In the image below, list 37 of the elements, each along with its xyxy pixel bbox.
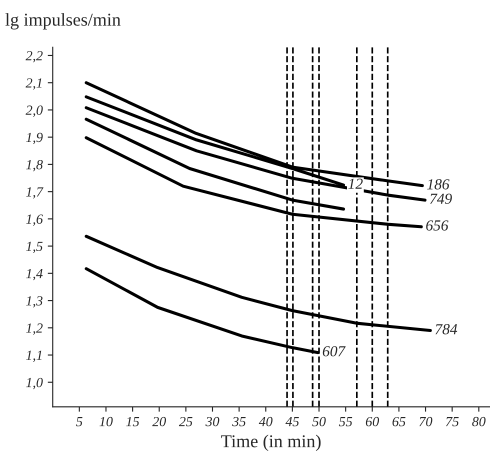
x-tick-label: 15	[126, 416, 140, 426]
y-tick-label: 2,2	[26, 51, 43, 62]
series-label: 607	[322, 346, 346, 356]
y-tick-label: 1,5	[26, 242, 43, 254]
series-label: 656	[426, 220, 448, 231]
x-axis-title: Time (in min)	[221, 434, 321, 452]
x-tick-label: 50	[312, 416, 326, 426]
x-tick-label: 55	[338, 417, 352, 426]
x-tick-label: 40	[258, 416, 273, 426]
x-tick-label: 65	[392, 416, 406, 426]
x-tick-label: 75	[446, 417, 459, 426]
y-tick-label: 1,8	[26, 160, 43, 172]
y-tick-label: 1,4	[26, 268, 43, 280]
y-tick-label: 1,1	[26, 350, 42, 362]
x-tick-label: 60	[366, 416, 380, 426]
y-tick-label: 1,2	[26, 323, 43, 335]
y-axis-title: lg impulses/min	[5, 13, 121, 30]
x-tick-label: 30	[206, 416, 220, 426]
series-label: 784	[435, 324, 458, 334]
y-tick-label: 2,0	[26, 106, 43, 117]
x-tick-label: 35	[232, 416, 246, 426]
y-tick-label: 1,7	[26, 187, 44, 199]
x-tick-label: 5	[76, 417, 82, 426]
y-tick-label: 2,1	[26, 78, 42, 90]
x-tick-label: 45	[285, 416, 299, 426]
x-tick-label: 70	[419, 416, 432, 426]
y-tick-label: 1,0	[26, 378, 43, 390]
x-tick-label: 25	[178, 416, 192, 426]
y-tick-label: 1,3	[26, 296, 43, 308]
series-label: 12	[348, 178, 363, 189]
series-label: 186	[427, 179, 450, 190]
y-tick-label: 1,6	[26, 214, 43, 226]
y-tick-label: 1,9	[26, 132, 43, 144]
x-tick-label: 20	[152, 416, 166, 426]
x-tick-label: 80	[472, 416, 486, 426]
series-label: 749	[430, 194, 452, 204]
x-tick-label: 10	[100, 416, 113, 426]
